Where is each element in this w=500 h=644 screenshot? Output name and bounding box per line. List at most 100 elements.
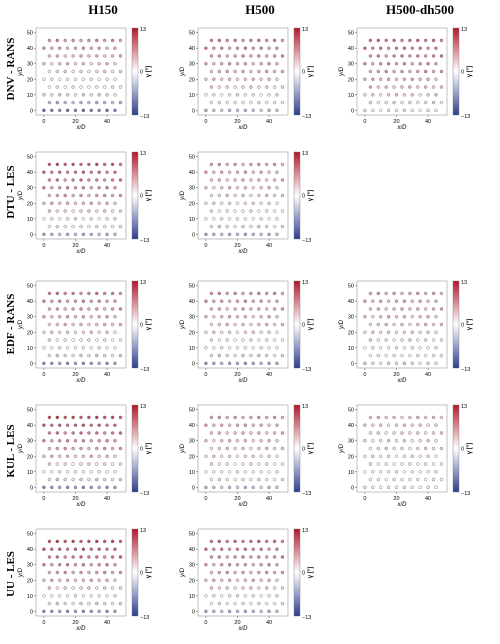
x-axis-label: x/D [76,125,87,131]
turbine-marker [225,338,229,342]
x-tick-label: 40 [104,620,110,626]
turbine-marker [103,224,107,229]
turbine-marker [434,46,438,50]
turbine-marker [227,439,232,443]
turbine-marker [87,307,91,311]
turbine-marker [217,338,221,342]
turbine-marker [402,77,407,81]
turbine-marker [42,315,46,319]
turbine-marker [63,555,67,559]
turbine-marker [47,162,52,167]
turbine-marker [89,217,93,221]
turbine-marker [394,46,399,50]
turbine-marker [259,609,263,614]
turbine-marker [400,322,404,327]
turbine-marker [431,353,436,358]
turbine-marker [212,423,216,427]
turbine-marker [241,54,245,58]
turbine-marker [265,353,269,358]
turbine-marker [103,291,107,296]
y-tick-label: 30 [27,315,33,321]
turbine-marker [251,594,255,598]
turbine-marker [431,322,436,327]
turbine-marker [55,586,59,590]
turbine-marker [113,454,117,458]
turbine-marker [81,346,86,350]
turbine-marker [63,415,67,420]
turbine-marker [386,330,391,334]
turbine-marker [275,330,279,334]
y-axis-label: y/D [18,567,24,578]
turbine-marker [426,108,430,113]
turbine-marker [241,431,245,435]
turbine-marker [97,609,101,614]
x-tick-label: 40 [266,372,272,378]
turbine-marker [424,69,428,74]
turbine-marker [275,46,279,50]
turbine-marker [118,477,123,482]
turbine-marker [209,162,214,167]
turbine-marker [204,170,208,174]
turbine-marker [110,462,115,466]
turbine-marker [371,93,375,97]
turbine-marker [386,361,391,366]
turbine-marker [249,162,253,167]
y-tick-label: 40 [189,423,195,429]
turbine-marker [105,330,109,334]
turbine-marker [408,100,412,105]
turbine-marker [71,162,75,167]
turbine-marker [89,346,93,350]
turbine-marker [243,77,248,81]
y-tick-label: 30 [27,439,33,445]
turbine-marker [217,446,221,451]
turbine-marker [257,322,261,327]
turbine-marker [47,178,52,182]
turbine-marker [257,209,261,213]
x-tick-label: 40 [425,496,431,502]
turbine-marker [402,62,407,66]
x-tick-label: 20 [72,372,78,378]
turbine-marker [265,477,269,482]
turbine-marker [384,415,388,420]
turbine-marker [58,186,62,190]
turbine-marker [105,485,109,490]
turbine-marker [217,291,221,296]
y-tick-label: 20 [348,330,354,336]
turbine-marker [209,601,214,606]
colorbar-tick-label: 0 [302,323,305,329]
turbine-marker [209,209,214,213]
turbine-marker [73,315,78,319]
turbine-marker [81,594,86,598]
turbine-marker [103,54,107,58]
turbine-marker [265,415,269,420]
turbine-marker [251,439,255,443]
turbine-marker [65,217,70,221]
turbine-marker [394,361,399,366]
turbine-marker [103,38,107,43]
turbine-marker [249,224,253,229]
turbine-marker [113,62,117,66]
colorbar-label: γ [°] [467,66,473,77]
turbine-marker [95,224,99,229]
turbine-marker [265,38,269,43]
y-tick-label: 40 [27,46,33,52]
turbine-marker [243,609,248,614]
turbine-marker [225,586,229,590]
turbine-marker [439,415,444,420]
turbine-marker [267,361,271,366]
turbine-marker [386,299,391,303]
turbine-marker [267,108,271,113]
turbine-marker [392,38,396,43]
turbine-marker [209,178,214,182]
turbine-marker [265,555,269,559]
turbine-marker [431,69,436,74]
turbine-marker [424,54,428,58]
turbine-marker [408,446,412,451]
turbine-marker [418,77,422,81]
turbine-marker [410,439,414,443]
turbine-marker [249,69,253,74]
turbine-marker [259,108,263,113]
turbine-marker [105,201,109,205]
turbine-marker [110,415,115,420]
turbine-marker [376,446,380,451]
